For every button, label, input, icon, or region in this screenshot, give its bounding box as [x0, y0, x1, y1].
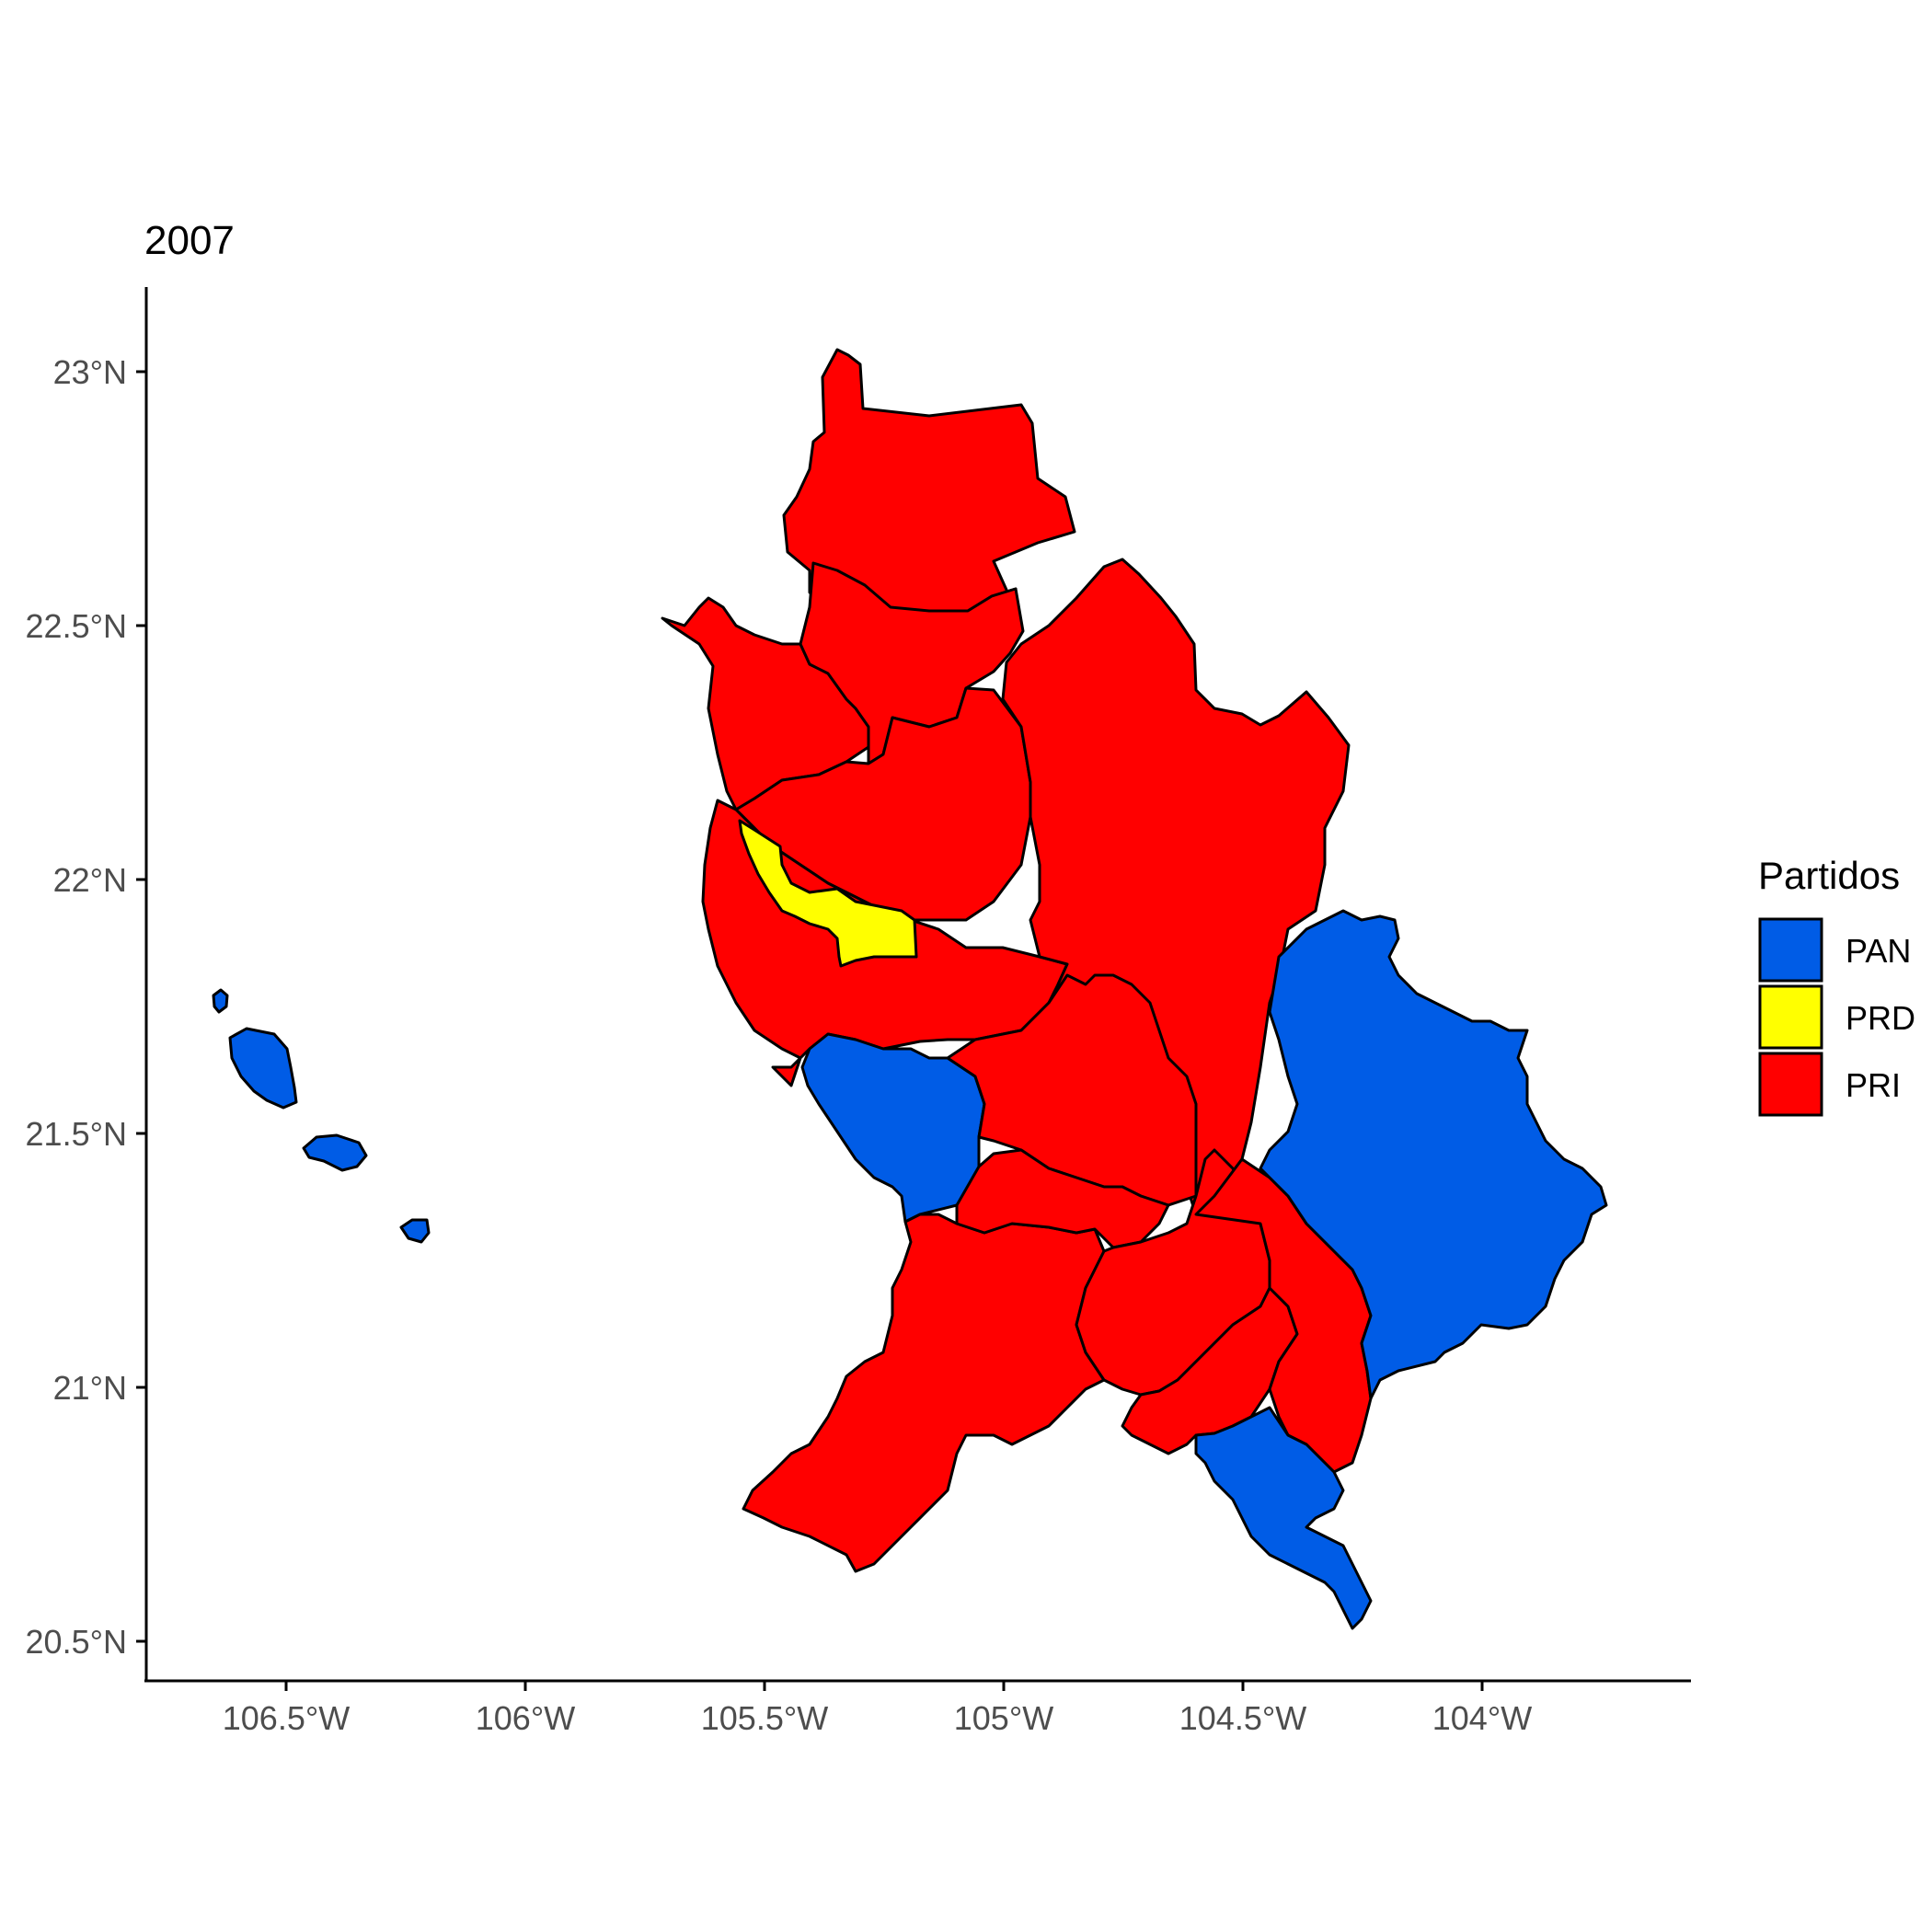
- y-tick-label: 21°N: [53, 1369, 127, 1407]
- y-tick-label: 22°N: [53, 861, 127, 899]
- x-tick-label: 105.5°W: [701, 1699, 828, 1737]
- central-south: [946, 973, 1198, 1207]
- x-tick-label: 105°W: [954, 1699, 1053, 1737]
- y-tick-label: 21.5°N: [26, 1115, 127, 1153]
- legend-key-pri: [1758, 1052, 1823, 1117]
- legend-key-pan: [1758, 917, 1823, 983]
- legend-key-prd: [1758, 984, 1823, 1050]
- y-ticks: 23°N 22.5°N 22°N 21.5°N 21°N 20.5°N: [26, 353, 146, 1661]
- east-large-pan: [1259, 909, 1608, 1400]
- map-title: 2007: [144, 218, 235, 263]
- x-tick-label: 104.5°W: [1179, 1699, 1306, 1737]
- southwest: [742, 1213, 1106, 1573]
- legend-label-pri: PRI: [1846, 1066, 1901, 1104]
- islas-marias-2: [228, 1027, 298, 1110]
- legend-label-prd: PRD: [1846, 999, 1915, 1037]
- legend: Partidos PAN PRD PRI: [1758, 854, 1915, 1117]
- axes: 23°N 22.5°N 22°N 21.5°N 21°N 20.5°N 106.…: [26, 287, 1691, 1737]
- islas-marias-4: [399, 1218, 431, 1244]
- islas-marias-3: [302, 1133, 368, 1172]
- y-tick-label: 20.5°N: [26, 1623, 127, 1661]
- legend-title: Partidos: [1758, 854, 1900, 897]
- southeast-pan: [1194, 1406, 1373, 1630]
- x-tick-label: 106°W: [476, 1699, 575, 1737]
- y-tick-label: 22.5°N: [26, 607, 127, 645]
- x-tick-label: 106.5°W: [223, 1699, 350, 1737]
- x-tick-label: 104°W: [1432, 1699, 1532, 1737]
- islas-marias-1: [212, 988, 229, 1014]
- y-tick-label: 23°N: [53, 353, 127, 391]
- prd-municipality: [738, 819, 918, 968]
- map-regions: [212, 348, 1608, 1630]
- x-ticks: 106.5°W 106°W 105.5°W 105°W 104.5°W 104°…: [223, 1681, 1532, 1737]
- legend-label-pan: PAN: [1846, 932, 1911, 970]
- south-central-1: [955, 1148, 1170, 1249]
